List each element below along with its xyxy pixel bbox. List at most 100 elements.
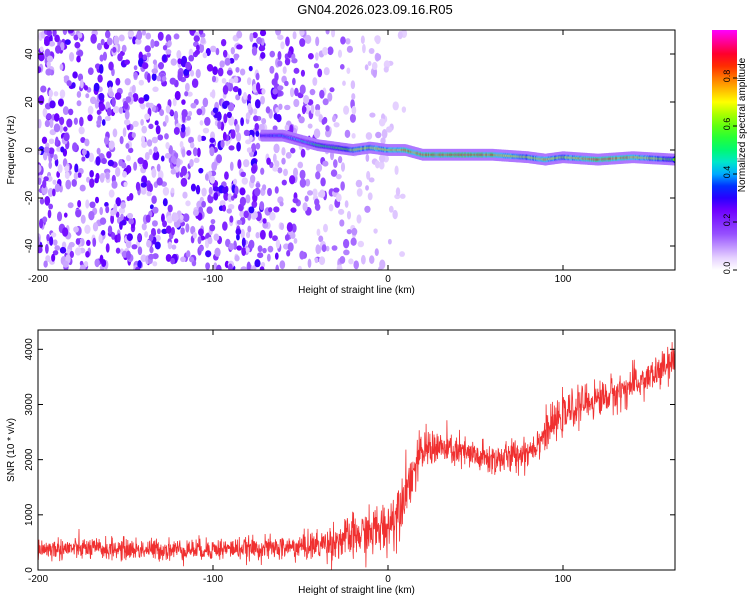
noise-blob [286,222,293,233]
noise-blob [325,245,330,252]
noise-blob [80,136,86,143]
noise-blob [63,132,70,142]
noise-blob [260,51,266,59]
noise-blob [48,41,56,47]
noise-blob [237,88,242,96]
noise-blob [131,84,136,94]
spec-ylabel: Frequency (Hz) [6,116,17,185]
noise-blob [356,214,362,224]
noise-blob [259,266,265,270]
noise-blob [289,175,296,185]
noise-blob [293,238,298,244]
noise-blob [364,64,369,71]
snr-ytick-label: 2000 [24,448,35,471]
snr-xtick-label: -100 [203,574,223,585]
noise-blob [151,195,157,204]
noise-blob [188,110,193,117]
noise-blob [279,260,286,270]
noise-blob [131,132,136,138]
noise-blob [375,131,382,139]
noise-blob [41,136,48,144]
noise-blob [223,113,228,124]
noise-blob [205,47,211,57]
noise-blob [193,35,200,42]
noise-blob [388,205,394,213]
noise-blob [267,245,274,253]
noise-blob [80,214,86,224]
noise-blob [101,157,107,165]
noise-blob [118,106,124,114]
noise-blob [186,150,192,156]
noise-blob [304,195,309,202]
noise-blob [387,238,392,245]
colorbar-tick-label: 0.8 [722,70,732,83]
noise-blob [211,89,216,99]
noise-blob [115,197,122,207]
noise-blob [186,250,191,258]
noise-blob [392,209,398,220]
noise-blob [108,140,115,149]
noise-blob [194,49,200,55]
noise-blob [106,151,112,159]
noise-blob [321,118,326,125]
noise-blob [274,160,280,168]
noise-blob [170,58,177,66]
noise-blob [201,200,206,208]
noise-blob [226,208,232,214]
noise-blob [339,219,345,227]
noise-blob [293,98,300,108]
noise-blob [43,146,50,153]
noise-blob [141,141,147,149]
noise-blob [106,80,114,89]
noise-blob [108,61,114,71]
noise-blob [239,210,245,218]
noise-blob [79,79,84,89]
noise-blob [183,68,190,76]
spec-ytick-label: -40 [24,238,35,253]
noise-blob [224,171,229,180]
noise-blob [39,197,45,205]
noise-blob [343,105,350,115]
noise-blob [59,63,64,71]
noise-blob [300,148,306,158]
noise-blob [322,160,329,167]
noise-blob [53,113,60,122]
noise-blob [335,173,342,180]
noise-blob [284,57,291,66]
noise-blob [292,197,299,204]
noise-blob [118,34,125,42]
noise-blob [162,45,168,51]
noise-blob [277,60,283,67]
noise-blob [241,237,246,248]
noise-blob [159,109,165,117]
noise-blob [53,123,61,133]
noise-blob [247,102,252,111]
noise-blob [146,191,152,197]
noise-blob [337,208,345,215]
noise-blob [243,159,250,168]
noise-blob [45,255,51,263]
noise-blob [99,206,104,216]
noise-blob [106,37,113,46]
noise-blob [185,61,192,70]
noise-blob [241,177,249,185]
noise-blob [73,226,79,233]
noise-blob [38,66,42,74]
noise-blob [146,239,152,248]
noise-blob [243,129,250,137]
noise-blob [68,241,75,248]
noise-blob [383,66,389,73]
noise-blob [357,240,365,248]
noise-blob [188,256,195,263]
noise-blob [97,74,103,83]
spec-ytick-label: -20 [24,190,35,205]
noise-blob [293,67,300,74]
noise-blob [212,186,220,192]
noise-blob [167,204,173,213]
noise-blob [64,39,71,45]
noise-blob [212,66,218,76]
noise-blob [170,257,175,265]
noise-blob [192,231,197,239]
noise-blob [228,243,235,251]
noise-blob [151,136,159,144]
